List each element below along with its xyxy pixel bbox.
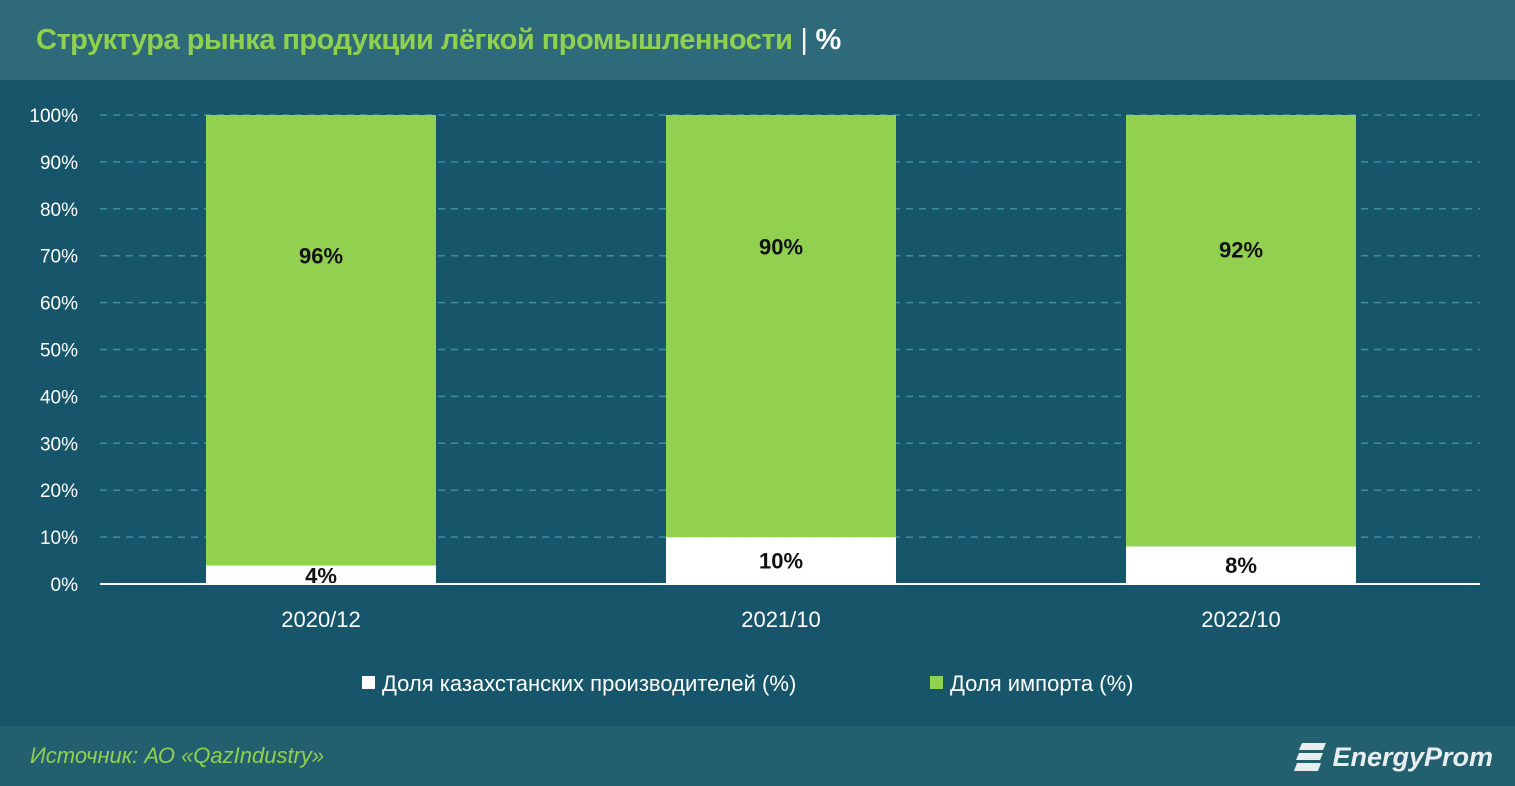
y-tick-label: 50% bbox=[40, 341, 78, 362]
data-label: 8% bbox=[1225, 553, 1257, 578]
y-tick-label: 70% bbox=[40, 247, 78, 268]
energyprom-logo: EnergyProm bbox=[1294, 740, 1493, 774]
footer: Источник: АО «QazIndustry» EnergyProm bbox=[0, 726, 1515, 786]
y-tick-label: 40% bbox=[40, 387, 78, 408]
data-label: 10% bbox=[759, 549, 803, 574]
bar-domestic bbox=[1126, 546, 1356, 584]
legend-swatch bbox=[930, 676, 943, 689]
legend-swatch bbox=[362, 676, 375, 689]
x-tick-label: 2021/10 bbox=[741, 607, 821, 632]
x-tick-label: 2022/10 bbox=[1201, 607, 1281, 632]
header: Структура рынка продукции лёгкой промышл… bbox=[0, 0, 1515, 80]
legend-label: Доля импорта (%) bbox=[950, 671, 1133, 696]
chart-title: Структура рынка продукции лёгкой промышл… bbox=[36, 24, 841, 57]
bar-chart: 0%10%20%30%40%50%60%70%80%90%100%4%96%20… bbox=[29, 106, 1480, 696]
bar-import bbox=[206, 115, 436, 566]
y-tick-label: 60% bbox=[40, 294, 78, 315]
x-tick-label: 2020/12 bbox=[281, 607, 361, 632]
y-tick-label: 10% bbox=[40, 528, 78, 549]
y-tick-label: 30% bbox=[40, 434, 78, 455]
logo-text: EnergyProm bbox=[1332, 741, 1493, 772]
data-label: 92% bbox=[1219, 237, 1263, 262]
title-unit: % bbox=[815, 24, 841, 56]
data-label: 90% bbox=[759, 234, 803, 259]
bar-domestic bbox=[206, 565, 436, 584]
data-label: 96% bbox=[299, 244, 343, 269]
y-tick-label: 0% bbox=[51, 575, 79, 596]
source-note: Источник: АО «QazIndustry» bbox=[30, 743, 325, 768]
y-tick-label: 90% bbox=[40, 153, 78, 174]
bar-import bbox=[1126, 115, 1356, 547]
chart-area: 0% 10% 20% 30% 40% 50% 60% 70% 80% 90% 100% 4% 96% 20… bbox=[0, 80, 1515, 726]
y-tick-label: 20% bbox=[40, 481, 78, 502]
logo-icon bbox=[1294, 743, 1327, 771]
bar-import bbox=[666, 115, 896, 538]
title-separator: | bbox=[800, 24, 808, 56]
legend-label: Доля казахстанских производителей (%) bbox=[382, 671, 796, 696]
y-tick-label: 100% bbox=[29, 106, 78, 127]
title-text: Структура рынка продукции лёгкой промышл… bbox=[36, 24, 793, 56]
bar-domestic bbox=[666, 537, 896, 584]
y-tick-label: 80% bbox=[40, 200, 78, 221]
